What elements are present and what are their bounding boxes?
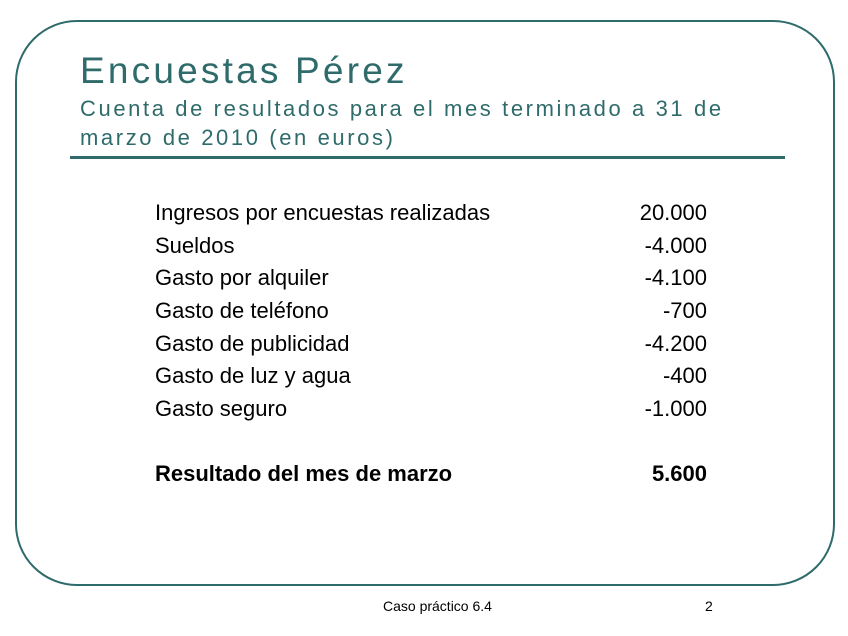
row-value: 20.000 (639, 200, 707, 225)
table-row: Gasto de teléfono -700 (155, 295, 707, 328)
row-value: -4.200 (644, 330, 707, 356)
table-row: Gasto de publicidad -4.200 (155, 328, 707, 361)
table-row: Sueldos -4.000 (155, 230, 707, 263)
row-label: Gasto por alquiler (155, 265, 329, 291)
total-row: Resultado del mes de marzo 5.600 (155, 458, 707, 491)
row-value: -700 (662, 298, 707, 324)
table-row: Ingresos por encuestas realizadas 20.000 (155, 197, 707, 230)
row-label: Gasto de luz y agua (155, 363, 351, 389)
row-value: -4.100 (644, 265, 707, 291)
table-row: Gasto de luz y agua -400 (155, 360, 707, 393)
row-label: Ingresos por encuestas realizadas (155, 200, 491, 225)
slide-subtitle: Cuenta de resultados para el mes termina… (80, 96, 724, 150)
row-label: Gasto seguro (155, 396, 288, 422)
slide-title: Encuestas Pérez (80, 50, 408, 91)
row-label: Sueldos (155, 232, 235, 258)
page-number: 2 (705, 598, 713, 614)
slide-frame (15, 20, 835, 586)
table-row: Gasto por alquiler -4.100 (155, 262, 707, 295)
row-value: -4.000 (644, 232, 707, 258)
row-value: -400 (662, 363, 707, 389)
footer-caption: Caso práctico 6.4 (383, 598, 492, 614)
table-row: Gasto seguro -1.000 (155, 393, 707, 426)
income-statement-table: Ingresos por encuestas realizadas 20.000 … (155, 197, 707, 491)
title-divider (70, 156, 785, 159)
total-label: Resultado del mes de marzo (155, 460, 453, 486)
row-label: Gasto de publicidad (155, 330, 350, 356)
total-value: 5.600 (651, 460, 707, 486)
row-value: -1.000 (644, 396, 707, 422)
row-label: Gasto de teléfono (155, 298, 329, 324)
